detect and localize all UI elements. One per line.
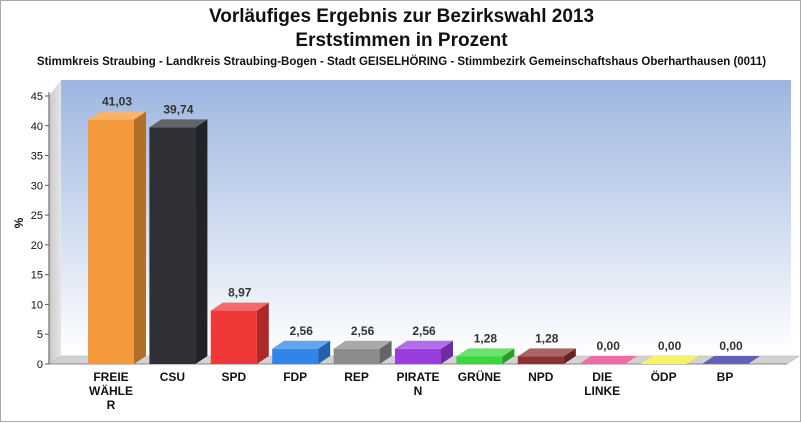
bar-value-label: 1,28	[535, 331, 559, 345]
bar-value-label: 39,74	[163, 102, 193, 116]
bar	[640, 356, 699, 364]
y-tick-label: 10	[31, 299, 43, 311]
bar-top	[88, 111, 146, 120]
x-category-label: DIE LINKE	[584, 370, 620, 398]
bar-front	[456, 356, 503, 364]
x-category-label: ÖDP	[651, 369, 677, 384]
bar-side	[195, 119, 208, 364]
x-category-label: NPD	[528, 370, 554, 384]
x-category-label: PIRATE N	[396, 370, 439, 398]
x-category-label: BP	[717, 370, 734, 384]
y-tick-label: 0	[37, 359, 43, 371]
bar-front	[210, 310, 257, 364]
y-tick-label: 15	[31, 270, 43, 282]
bar	[517, 348, 576, 364]
bar-top	[702, 356, 760, 364]
bar-value-label: 1,28	[474, 331, 498, 345]
x-category-label: FREIE WÄHLE R	[89, 370, 133, 412]
y-tick-label: 45	[31, 91, 43, 103]
x-category-label: REP	[344, 370, 369, 384]
chart-title: Vorläufiges Ergebnis zur Bezirkswahl 201…	[208, 6, 595, 27]
x-category-label: GRÜNE	[458, 369, 501, 384]
bar-value-label: 41,03	[102, 95, 132, 109]
bar	[149, 119, 208, 364]
bar-front	[333, 348, 380, 364]
bars: 41,03 FREIE WÄHLE R 39,74 CSU 8,97 SPD 2,56 FDP 2,…	[88, 95, 760, 412]
bar	[333, 340, 392, 364]
bar-value-label: 0,00	[597, 339, 621, 353]
bar-top	[395, 340, 453, 349]
bar-top	[333, 340, 392, 349]
bar	[456, 348, 515, 364]
bar-side	[379, 340, 392, 364]
bar-top	[456, 348, 515, 357]
chart-title-line2: Erststimmen in Prozent	[295, 30, 508, 51]
bar	[210, 302, 269, 364]
bar-side	[318, 340, 331, 364]
y-tick-label: 40	[31, 121, 43, 133]
x-category-label: FDP	[283, 370, 307, 384]
bar-front	[395, 348, 441, 364]
y-tick-label: 5	[37, 329, 43, 341]
bar	[702, 356, 760, 364]
x-category-label: SPD	[221, 370, 246, 384]
bar-top	[272, 340, 331, 349]
plot-side-wall	[49, 80, 61, 364]
bar-top	[149, 119, 208, 128]
bar	[579, 356, 638, 364]
bar	[88, 111, 146, 364]
bar-value-label: 8,97	[228, 286, 252, 300]
y-tick-label: 30	[31, 180, 43, 192]
bar-value-label: 2,56	[351, 324, 375, 338]
bar-value-label: 2,56	[412, 324, 436, 338]
bar-side	[256, 302, 269, 364]
x-category-label: CSU	[160, 370, 185, 384]
y-axis-label: %	[12, 217, 26, 228]
chart-subtitle: Stimmkreis Straubing - Landkreis Straubi…	[36, 56, 767, 68]
bar-value-label: 2,56	[290, 324, 314, 338]
bar-top	[517, 348, 576, 357]
bar-top	[579, 356, 638, 364]
bar-front	[88, 119, 134, 364]
bar-side	[563, 348, 576, 364]
y-tick-label: 35	[31, 151, 43, 163]
bar-front	[517, 356, 564, 364]
bar	[272, 340, 331, 364]
bar-value-label: 0,00	[719, 339, 743, 353]
bar-top	[210, 302, 269, 311]
bar-side	[502, 348, 515, 364]
bar-side	[441, 340, 453, 364]
bar	[395, 340, 453, 364]
bar-front	[149, 127, 196, 364]
y-tick-label: 20	[31, 240, 43, 252]
bar-side	[134, 111, 146, 364]
y-tick-label: 25	[31, 210, 43, 222]
bar-top	[640, 356, 699, 364]
bar-front	[272, 348, 319, 364]
bar-value-label: 0,00	[658, 339, 682, 353]
